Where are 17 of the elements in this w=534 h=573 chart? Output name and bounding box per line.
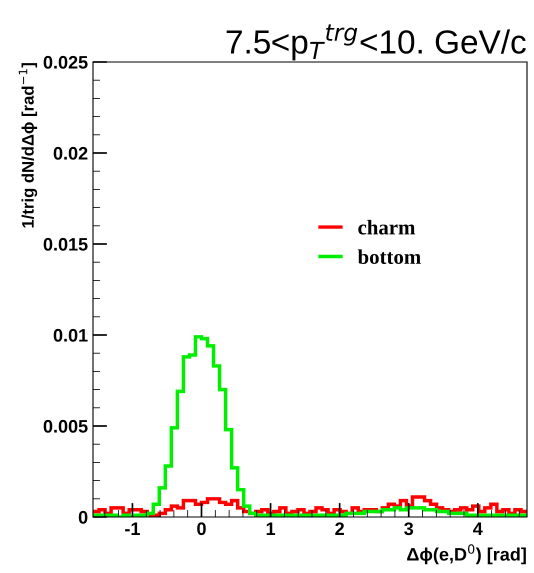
legend-label: charm — [358, 220, 416, 235]
y-tick-label: 0 — [78, 510, 88, 524]
x-axis-title: Δϕ(e,D$^{0}$) [rad] — [407, 544, 526, 564]
y-tick-label: 0.01 — [54, 328, 88, 342]
y-tick-label: 0.02 — [54, 146, 88, 160]
legend-label: bottom — [358, 249, 421, 264]
x-tick-label: 3 — [404, 522, 414, 536]
y-tick-label: 0.015 — [44, 238, 88, 251]
x-tick-label: -1 — [125, 522, 140, 535]
y-tick-label: 0.005 — [44, 420, 88, 433]
x-tick-label: 1 — [266, 522, 276, 535]
y-tick-label: 0.025 — [44, 56, 88, 69]
x-tick-label: 0 — [197, 522, 206, 536]
x-tick-label: 4 — [473, 522, 483, 535]
chart-title: 7.5<p$_{T}$$^{trg}$<10. GeV/c — [226, 24, 526, 60]
y-axis-title: 1/trig dN/dΔϕ [rad$^{−1}$] — [18, 63, 38, 228]
x-tick-label: 2 — [335, 522, 344, 535]
